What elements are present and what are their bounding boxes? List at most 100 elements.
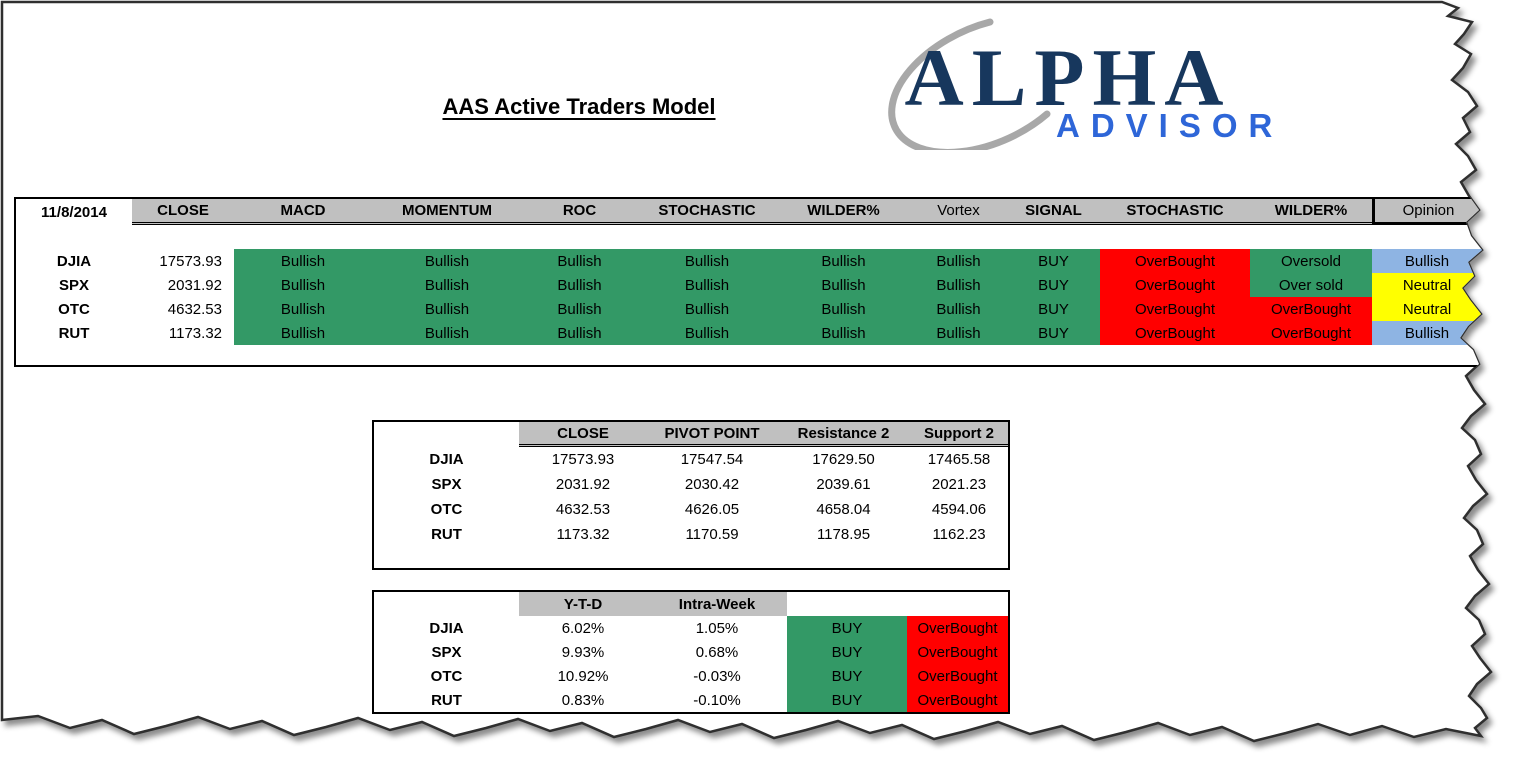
signal-cell: BUY [787, 664, 907, 688]
signal-cell: Oversold [1250, 249, 1372, 273]
spacer-row [374, 547, 1008, 568]
close-value: 1173.32 [556, 526, 610, 543]
column-header-ytd: Y-T-D [519, 592, 647, 616]
signal-cell: BUY [787, 688, 907, 712]
signal-cell: Bullish [234, 297, 372, 321]
signal-cell: Bullish [522, 249, 637, 273]
column-header-stochastic: STOCHASTIC [637, 199, 777, 225]
signal-cell: Bullish [372, 297, 522, 321]
signal-cell: OverBought [1100, 297, 1250, 321]
column-header-momentum: MOMENTUM [372, 199, 522, 225]
support-value: 17465.58 [927, 451, 991, 468]
opinion-cell: Bullish [1372, 249, 1482, 273]
signal-cell: Bullish [910, 273, 1007, 297]
pivot-value: 17547.54 [680, 451, 744, 468]
opinion-cell: Neutral [1372, 297, 1482, 321]
signal-cell: BUY [1007, 249, 1100, 273]
support-value: 2021.23 [931, 476, 987, 493]
column-header-vortex: Vortex [910, 199, 1007, 225]
blank-header [907, 592, 1008, 616]
resistance-value: 2039.61 [816, 476, 871, 493]
page-title: AAS Active Traders Model [442, 94, 716, 119]
blank-header [374, 592, 519, 616]
signal-cell: Bullish [372, 321, 522, 345]
column-header-wilder-2: WILDER% [1250, 199, 1372, 225]
pivot-value: 1170.59 [685, 526, 739, 543]
resistance-value: 4658.04 [816, 501, 871, 518]
row-label: DJIA [429, 619, 464, 637]
ytd-value: 0.83% [561, 691, 605, 709]
column-header-pivot-point: PIVOT POINT [647, 422, 777, 447]
close-value: 17573.93 [551, 451, 615, 468]
alpha-advisor-logo: ALPHA ADVISOR [888, 18, 1272, 150]
row-label: OTC [58, 300, 90, 318]
signal-cell: BUY [787, 616, 907, 640]
blank-header [787, 592, 907, 616]
ytd-value: 10.92% [557, 667, 609, 685]
row-label: OTC [430, 667, 463, 685]
condition-cell: OverBought [907, 640, 1008, 664]
pivot-value: 4626.05 [684, 501, 740, 518]
signal-cell: Bullish [777, 321, 910, 345]
row-label: SPX [58, 276, 89, 294]
column-header-roc: ROC [522, 199, 637, 225]
signal-cell: Bullish [522, 273, 637, 297]
signal-cell: Bullish [637, 273, 777, 297]
row-label: SPX [431, 643, 462, 661]
column-header-intra-week: Intra-Week [647, 592, 787, 616]
spacer-row [16, 225, 1482, 249]
signal-cell: OverBought [1100, 321, 1250, 345]
ytd-value: 6.02% [561, 619, 605, 637]
column-header-opinion: Opinion [1372, 199, 1482, 225]
row-label: DJIA [429, 451, 464, 468]
signal-cell: Bullish [522, 297, 637, 321]
signal-cell: BUY [787, 640, 907, 664]
signal-cell: Bullish [372, 273, 522, 297]
logo-swoosh-icon [888, 18, 1051, 150]
intra-week-value: 0.68% [695, 643, 739, 661]
signal-cell: Bullish [637, 321, 777, 345]
condition-cell: OverBought [907, 664, 1008, 688]
signal-cell: Bullish [910, 321, 1007, 345]
intra-week-value: -0.10% [693, 691, 741, 709]
signal-cell: Bullish [522, 321, 637, 345]
intra-week-value: -0.03% [693, 667, 741, 685]
column-header-resistance-2: Resistance 2 [777, 422, 910, 447]
signal-cell: Bullish [234, 249, 372, 273]
signal-cell: Bullish [234, 273, 372, 297]
condition-cell: OverBought [907, 616, 1008, 640]
performance-table: Y-T-D Intra-Week DJIA 6.02% 1.05% BUY Ov… [372, 590, 1010, 714]
condition-cell: OverBought [907, 688, 1008, 712]
signal-cell: Over sold [1250, 273, 1372, 297]
resistance-value: 17629.50 [812, 451, 875, 468]
signal-cell: Bullish [777, 297, 910, 321]
signal-cell: Bullish [234, 321, 372, 345]
signal-cell: Bullish [372, 249, 522, 273]
pivot-table: CLOSE PIVOT POINT Resistance 2 Support 2… [372, 420, 1010, 570]
signal-cell: BUY [1007, 273, 1100, 297]
column-header-close: CLOSE [132, 199, 234, 225]
signal-cell: OverBought [1100, 273, 1250, 297]
report-date: 11/8/2014 [41, 203, 107, 221]
logo-alpha-text: ALPHA [905, 32, 1232, 123]
column-header-stochastic-2: STOCHASTIC [1100, 199, 1250, 225]
close-value: 2031.92 [167, 276, 222, 294]
signal-cell: Bullish [777, 249, 910, 273]
signal-cell: Bullish [637, 249, 777, 273]
intra-week-value: 1.05% [695, 619, 739, 637]
close-value: 4632.53 [167, 300, 222, 318]
resistance-value: 1178.95 [816, 526, 871, 543]
column-header-signal: SIGNAL [1007, 199, 1100, 225]
row-label: RUT [58, 324, 90, 342]
pivot-value: 2030.42 [684, 476, 740, 493]
signal-cell: Bullish [910, 249, 1007, 273]
signal-cell: Bullish [777, 273, 910, 297]
opinion-cell: Neutral [1372, 273, 1482, 297]
blank-header [374, 422, 519, 447]
close-value: 17573.93 [159, 252, 222, 270]
column-header-macd: MACD [234, 199, 372, 225]
spacer-row [16, 345, 1482, 365]
close-value: 2031.92 [555, 476, 611, 493]
signal-cell: OverBought [1250, 297, 1372, 321]
